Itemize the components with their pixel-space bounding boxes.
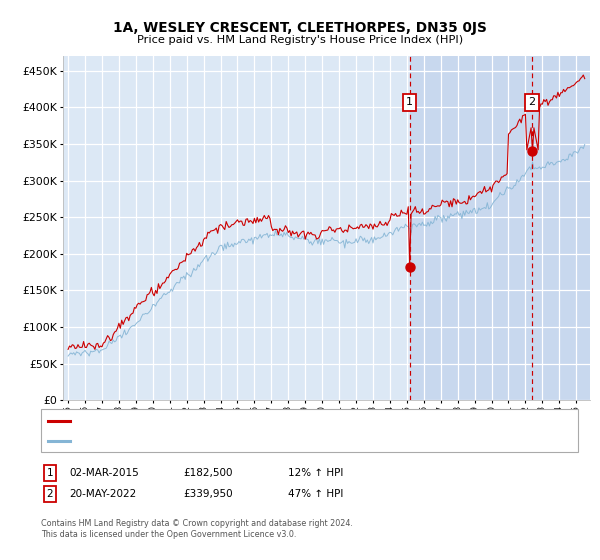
Text: HPI: Average price, detached house, North East Lincolnshire: HPI: Average price, detached house, Nort… xyxy=(74,436,360,445)
Text: 1A, WESLEY CRESCENT, CLEETHORPES, DN35 0JS (detached house): 1A, WESLEY CRESCENT, CLEETHORPES, DN35 0… xyxy=(74,416,395,425)
Text: Contains HM Land Registry data © Crown copyright and database right 2024.
This d: Contains HM Land Registry data © Crown c… xyxy=(41,519,353,539)
Text: 1A, WESLEY CRESCENT, CLEETHORPES, DN35 0JS: 1A, WESLEY CRESCENT, CLEETHORPES, DN35 0… xyxy=(113,21,487,35)
Text: 2: 2 xyxy=(529,97,535,108)
Text: £182,500: £182,500 xyxy=(183,468,233,478)
Text: 1: 1 xyxy=(46,468,53,478)
Text: Price paid vs. HM Land Registry's House Price Index (HPI): Price paid vs. HM Land Registry's House … xyxy=(137,35,463,45)
Bar xyxy=(410,56,590,400)
Text: 20-MAY-2022: 20-MAY-2022 xyxy=(69,489,136,499)
Text: 1: 1 xyxy=(406,97,413,108)
Text: 02-MAR-2015: 02-MAR-2015 xyxy=(69,468,139,478)
Text: 47% ↑ HPI: 47% ↑ HPI xyxy=(288,489,343,499)
Text: 12% ↑ HPI: 12% ↑ HPI xyxy=(288,468,343,478)
Text: £339,950: £339,950 xyxy=(183,489,233,499)
Text: 2: 2 xyxy=(46,489,53,499)
